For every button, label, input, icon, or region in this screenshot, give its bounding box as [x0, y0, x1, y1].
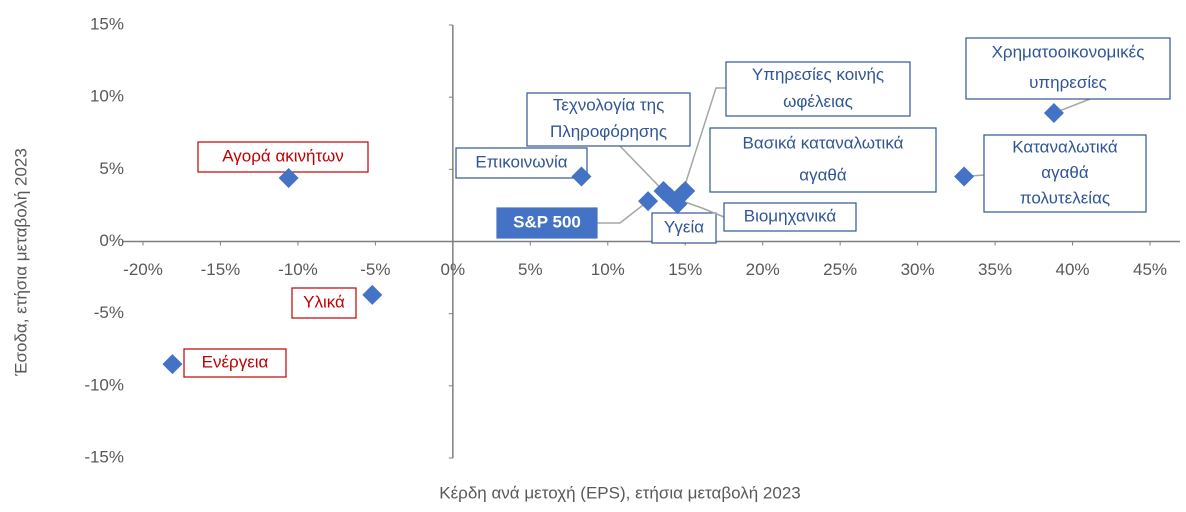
label-box: [496, 207, 598, 239]
point-label: ωφέλειας: [783, 92, 853, 111]
point-label: Χρηματοοικονομικές: [992, 43, 1145, 62]
label-box: [651, 212, 717, 244]
point: [638, 191, 659, 212]
point-label: αγαθά: [1041, 163, 1089, 182]
point: [1043, 103, 1064, 124]
point: [675, 180, 696, 201]
point-label: αγαθά: [799, 165, 847, 184]
label-box: [965, 37, 1171, 100]
label-box: [183, 348, 287, 378]
point: [954, 166, 975, 187]
point-label: Πληροφόρησης: [550, 122, 667, 141]
label-box: [983, 134, 1147, 213]
point-label: Καταναλωτικά: [1012, 137, 1118, 156]
y-axis-title: Έσοδα, ετήσια μεταβολή 2023: [11, 148, 30, 377]
x-tick-label: 5%: [518, 260, 543, 279]
label-box: [291, 287, 357, 319]
label-box: [723, 202, 857, 232]
label-box: [725, 61, 911, 117]
x-tick-label: 35%: [978, 260, 1012, 279]
y-tick-label: -5%: [94, 303, 124, 322]
point-label: Υγεία: [664, 217, 704, 236]
label-box: [526, 92, 691, 147]
y-tick-label: 5%: [99, 159, 124, 178]
y-tick-label: 10%: [90, 87, 124, 106]
leader-line: [597, 200, 649, 224]
point-label: υπηρεσίες: [1029, 73, 1107, 92]
x-tick-label: 45%: [1133, 260, 1167, 279]
point-label: Επικοινωνία: [475, 152, 567, 171]
x-tick-label: -20%: [123, 260, 163, 279]
point-label: Βιομηχανικά: [744, 206, 837, 225]
point: [362, 284, 383, 305]
leader-line: [619, 145, 665, 192]
point-label: Τεχνολογία της: [553, 96, 665, 115]
point-label: Υπηρεσίες κοινής: [752, 65, 884, 84]
point: [278, 167, 299, 188]
point-label: Ενέργεια: [202, 352, 269, 371]
y-tick-label: 15%: [90, 14, 124, 33]
point: [162, 354, 183, 375]
x-tick-label: -10%: [278, 260, 318, 279]
x-tick-label: 10%: [591, 260, 625, 279]
x-tick-label: -5%: [360, 260, 390, 279]
point-label: Αγορά ακινήτων: [222, 146, 344, 165]
x-tick-label: 40%: [1056, 260, 1090, 279]
x-tick-label: 0%: [441, 260, 466, 279]
leader-line: [681, 87, 726, 195]
x-tick-label: 20%: [746, 260, 780, 279]
y-tick-label: 0%: [99, 231, 124, 250]
x-tick-label: 25%: [823, 260, 857, 279]
label-box: [197, 141, 369, 173]
y-tick-label: -10%: [84, 375, 124, 394]
x-tick-label: 15%: [668, 260, 702, 279]
point-label: Υλικά: [303, 292, 345, 311]
label-box: [455, 147, 588, 179]
label-box: [709, 127, 937, 193]
x-tick-label: 30%: [901, 260, 935, 279]
point-label: S&P 500: [513, 212, 581, 231]
x-axis-title: Κέρδη ανά μετοχή (EPS), ετήσια μεταβολή …: [439, 483, 801, 502]
point-label: Βασικά καταναλωτικά: [743, 133, 904, 152]
x-tick-label: -15%: [201, 260, 241, 279]
point: [571, 166, 592, 187]
point-label: πολυτελείας: [1020, 189, 1110, 208]
y-tick-label: -15%: [84, 447, 124, 466]
